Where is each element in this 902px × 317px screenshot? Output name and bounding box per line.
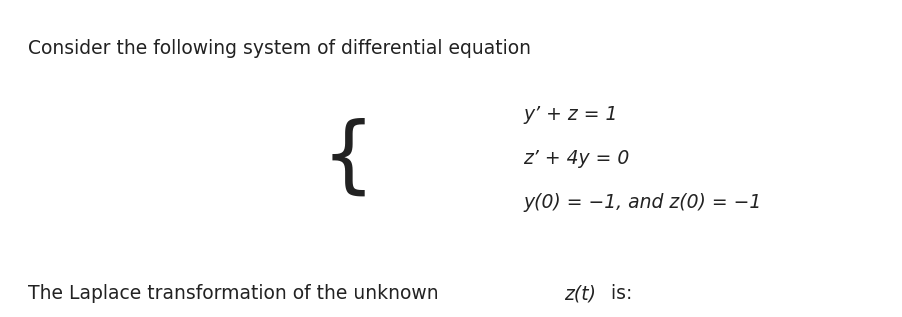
Text: {: {	[321, 118, 374, 199]
Text: Consider the following system of differential equation: Consider the following system of differe…	[28, 39, 530, 58]
Text: y(0) = −1, and z(0) = −1: y(0) = −1, and z(0) = −1	[523, 193, 761, 212]
Text: y’ + z = 1: y’ + z = 1	[523, 105, 617, 124]
Text: is:: is:	[605, 284, 632, 303]
Text: z(t): z(t)	[564, 284, 595, 303]
Text: z’ + 4y = 0: z’ + 4y = 0	[523, 149, 629, 168]
Text: The Laplace transformation of the unknown: The Laplace transformation of the unknow…	[28, 284, 445, 303]
